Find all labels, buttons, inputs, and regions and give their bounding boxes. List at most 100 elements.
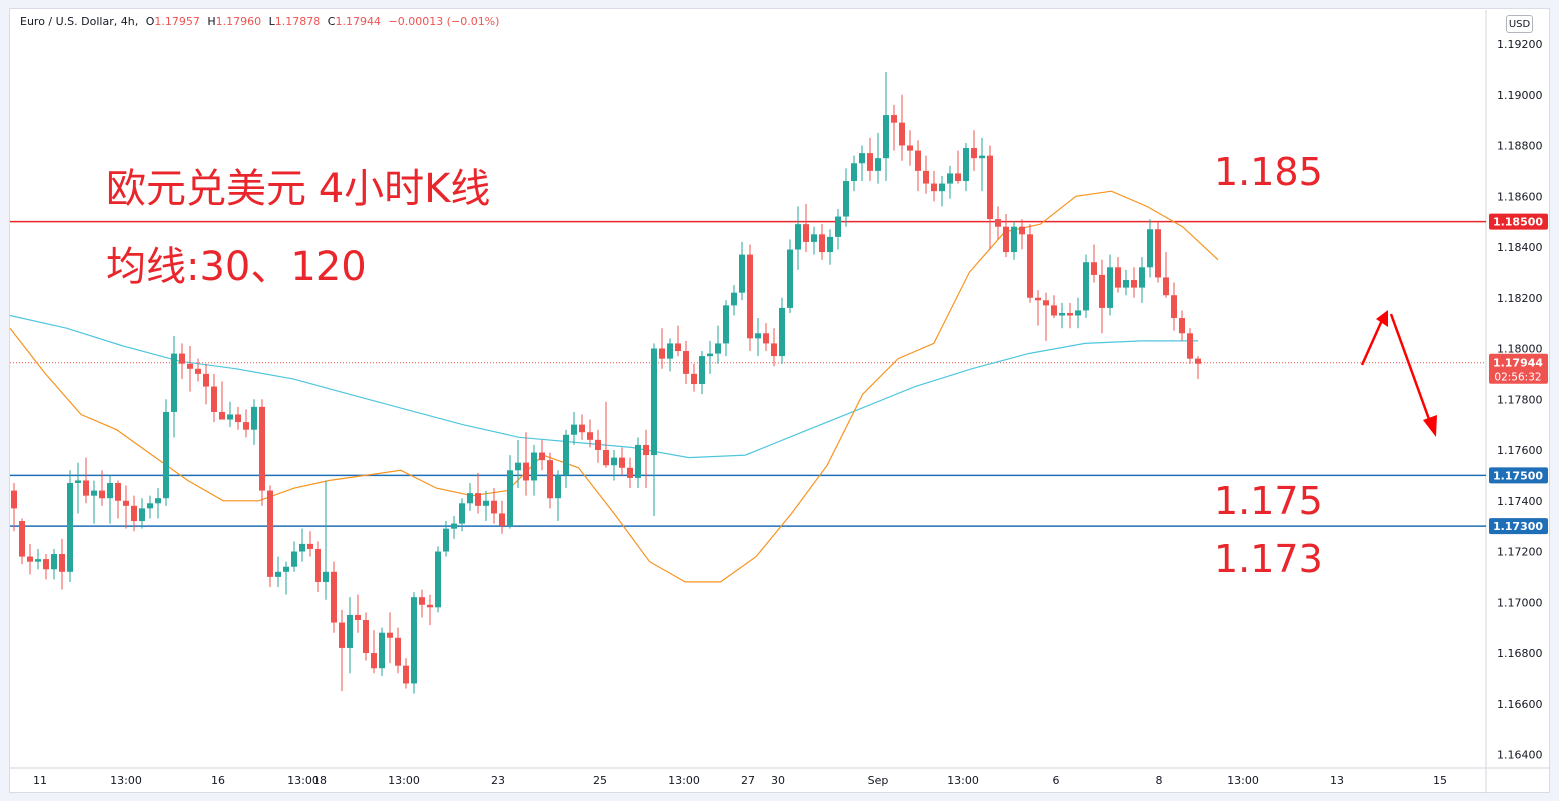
candle-body (1107, 267, 1113, 308)
candle-body (867, 153, 873, 171)
candle-body (187, 363, 193, 369)
annotation-title: 欧元兑美元 4小时K线 (106, 166, 491, 212)
candle-body (1155, 229, 1161, 278)
candle-body (603, 450, 609, 466)
candle-body (235, 414, 241, 423)
candle-body (1099, 274, 1105, 308)
resistance-price-tag (1489, 213, 1548, 230)
x-tick-label: 13:00 (287, 774, 319, 787)
candle-body (363, 620, 369, 653)
candle-body (1139, 267, 1145, 288)
candle-body (131, 505, 137, 522)
candle-body (1179, 318, 1185, 334)
candle-body (435, 551, 441, 608)
currency-button[interactable]: USD (1506, 15, 1533, 33)
candle-body (51, 554, 57, 570)
candle-body (1147, 229, 1153, 268)
candle-body (387, 632, 393, 638)
candle-body (563, 434, 569, 476)
y-tick-label: 1.18400 (1497, 241, 1543, 254)
candle-body (67, 482, 73, 572)
candle-body (771, 343, 777, 357)
candle-body (211, 386, 217, 412)
annotation-moving-averages: 均线:30、120 (106, 244, 367, 290)
candle-body (1011, 226, 1017, 253)
candle-body (571, 424, 577, 435)
candle-body (499, 513, 505, 527)
support-price-tag (1489, 518, 1548, 535)
candle-body (355, 614, 361, 621)
candle-body (587, 432, 593, 440)
candle-body (795, 224, 801, 250)
candle-body (379, 632, 385, 669)
last-price-tag (1489, 353, 1548, 384)
candle-body (219, 411, 225, 420)
candle-body (371, 653, 377, 669)
candle-body (515, 462, 521, 471)
x-tick-label: Sep (868, 774, 889, 787)
candle-body (259, 406, 265, 491)
y-tick-label: 1.17800 (1497, 393, 1543, 406)
y-tick-label: 1.19200 (1497, 38, 1543, 51)
x-tick-label: 13 (1330, 774, 1344, 787)
y-tick-label: 1.16600 (1497, 698, 1543, 711)
candle-body (1195, 358, 1201, 364)
candle-body (883, 115, 889, 159)
candle-body (155, 498, 161, 504)
candle-body (915, 150, 921, 171)
candle-body (811, 234, 817, 242)
candle-body (123, 500, 129, 506)
candle-body (595, 439, 601, 450)
candle-body (315, 548, 321, 582)
candle-body (963, 148, 969, 182)
ohlc-change: −0.00013 (−0.01%) (388, 15, 500, 28)
x-tick-label: 15 (1433, 774, 1447, 787)
candle-body (995, 219, 1001, 227)
ohlc-low: L1.17878 (268, 15, 321, 28)
candle-body (755, 333, 761, 339)
ohlc-open: O1.17957 (145, 15, 200, 28)
y-tick-label: 1.17000 (1497, 596, 1543, 609)
candle-body (715, 343, 721, 354)
candle-body (1083, 262, 1089, 311)
candle-body (267, 490, 273, 577)
candle-body (939, 183, 945, 192)
candle-body (483, 500, 489, 506)
candle-body (635, 444, 641, 478)
candle-body (35, 559, 41, 562)
annotation-level-1175: 1.175 (1214, 479, 1323, 523)
candle-body (619, 457, 625, 468)
candle-body (491, 500, 497, 514)
forecast-up-arrow-line (1360, 317, 1385, 366)
x-tick-label: 13:00 (1227, 774, 1259, 787)
y-tick-label: 1.18000 (1497, 343, 1543, 356)
candle-body (203, 373, 209, 387)
x-tick-label: 25 (593, 774, 607, 787)
x-tick-label: 16 (211, 774, 225, 787)
candle-body (195, 368, 201, 374)
y-tick-label: 1.18600 (1497, 190, 1543, 203)
candle-body (115, 482, 121, 501)
candle-body (507, 470, 513, 527)
candle-body (971, 148, 977, 159)
candle-body (1163, 277, 1169, 296)
candle-body (611, 457, 617, 466)
x-tick-label: 18 (313, 774, 327, 787)
candle-body (331, 571, 337, 623)
candle-body (891, 115, 897, 123)
y-tick-label: 1.18200 (1497, 292, 1543, 305)
candle-body (1131, 279, 1137, 288)
candle-body (691, 373, 697, 385)
candle-body (171, 353, 177, 412)
candle-body (875, 158, 881, 171)
candle-body (1123, 279, 1129, 288)
candle-body (139, 508, 145, 522)
candle-body (699, 356, 705, 385)
candle-body (1035, 297, 1041, 301)
candle-body (627, 467, 633, 478)
candle-body (787, 249, 793, 308)
candle-body (947, 173, 953, 184)
candle-body (683, 351, 689, 374)
candle-body (531, 452, 537, 481)
